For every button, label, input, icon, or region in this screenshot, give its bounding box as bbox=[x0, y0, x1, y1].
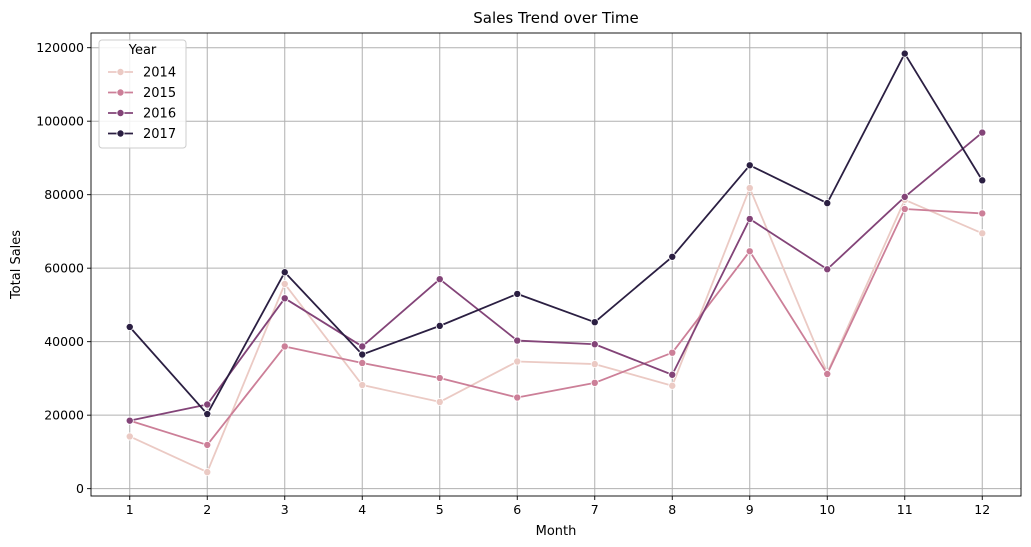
chart-title: Sales Trend over Time bbox=[473, 9, 638, 27]
data-point-2016 bbox=[823, 265, 832, 274]
legend-marker-2014 bbox=[116, 68, 125, 77]
legend-box bbox=[98, 39, 187, 149]
legend-marker-2017 bbox=[116, 129, 125, 138]
legend-label-2016: 2016 bbox=[143, 107, 176, 122]
y-tick-label: 20000 bbox=[44, 408, 84, 423]
y-tick-label: 80000 bbox=[44, 187, 84, 202]
data-point-2015 bbox=[358, 358, 367, 367]
x-tick-label: 7 bbox=[591, 502, 599, 517]
data-point-2017 bbox=[280, 268, 289, 277]
y-tick-label: 60000 bbox=[44, 261, 84, 276]
legend: Year 2014 2015 2016 2017 bbox=[98, 39, 187, 149]
data-point-2016 bbox=[125, 416, 134, 425]
data-point-2017 bbox=[358, 350, 367, 359]
y-tick-label: 40000 bbox=[44, 334, 84, 349]
series-line-2016 bbox=[129, 131, 983, 422]
x-tick-label: 12 bbox=[974, 502, 990, 517]
legend-marker-2015 bbox=[116, 88, 125, 97]
legend-label-2017: 2017 bbox=[143, 127, 176, 142]
data-point-2016 bbox=[668, 370, 677, 379]
y-axis-label: Total Sales bbox=[9, 230, 24, 300]
data-point-2017 bbox=[125, 322, 134, 331]
data-point-2017 bbox=[435, 321, 444, 330]
x-tick-label: 6 bbox=[513, 502, 521, 517]
data-point-2017 bbox=[513, 289, 522, 298]
x-tick-label: 5 bbox=[436, 502, 444, 517]
plot-frame bbox=[90, 32, 1022, 497]
data-point-2014 bbox=[435, 397, 444, 406]
data-point-2014 bbox=[590, 360, 599, 369]
data-point-2016 bbox=[358, 342, 367, 351]
data-point-2014 bbox=[978, 229, 987, 238]
data-point-2015 bbox=[668, 348, 677, 357]
x-tick-label: 1 bbox=[126, 502, 134, 517]
axis-ticks: 1 2 3 4 5 6 7 8 9 10 11 120200004000060000800001000… bbox=[36, 40, 990, 517]
data-point-2014 bbox=[745, 184, 754, 193]
x-tick-label: 3 bbox=[281, 502, 289, 517]
data-point-2015 bbox=[203, 440, 212, 449]
legend-marker-2016 bbox=[116, 109, 125, 118]
data-point-2016 bbox=[280, 294, 289, 303]
data-point-2014 bbox=[668, 381, 677, 390]
data-point-2014 bbox=[513, 357, 522, 366]
y-tick-label: 100000 bbox=[36, 114, 84, 129]
data-point-2017 bbox=[668, 252, 677, 261]
series-line-2015 bbox=[129, 208, 983, 446]
data-point-2016 bbox=[435, 275, 444, 284]
x-tick-label: 4 bbox=[358, 502, 366, 517]
x-tick-label: 11 bbox=[897, 502, 913, 517]
data-point-2015 bbox=[590, 378, 599, 387]
data-point-2016 bbox=[203, 400, 212, 409]
y-tick-label: 120000 bbox=[36, 40, 84, 55]
data-point-2016 bbox=[513, 336, 522, 345]
data-point-2017 bbox=[978, 176, 987, 185]
legend-label-2015: 2015 bbox=[143, 86, 176, 101]
data-point-2017 bbox=[900, 49, 909, 58]
data-point-2015 bbox=[978, 209, 987, 218]
data-point-2017 bbox=[823, 199, 832, 208]
data-point-2015 bbox=[823, 370, 832, 379]
data-point-2014 bbox=[125, 432, 134, 441]
data-point-2014 bbox=[203, 468, 212, 477]
data-point-2016 bbox=[978, 128, 987, 137]
data-point-2017 bbox=[590, 318, 599, 327]
data-point-2016 bbox=[900, 192, 909, 201]
data-point-2014 bbox=[280, 279, 289, 288]
x-tick-label: 10 bbox=[819, 502, 835, 517]
y-tick-label: 0 bbox=[76, 481, 84, 496]
data-point-2015 bbox=[513, 393, 522, 402]
legend-title: Year bbox=[128, 43, 157, 58]
x-axis-label: Month bbox=[536, 524, 577, 539]
data-point-2016 bbox=[745, 214, 754, 223]
data-point-2014 bbox=[358, 381, 367, 390]
series-line-2017 bbox=[129, 52, 984, 415]
data-point-2017 bbox=[203, 410, 212, 419]
data-point-2016 bbox=[590, 340, 599, 349]
x-tick-label: 2 bbox=[203, 502, 211, 517]
x-tick-label: 9 bbox=[746, 502, 754, 517]
x-tick-label: 8 bbox=[668, 502, 676, 517]
series-lines bbox=[125, 49, 987, 477]
data-point-2015 bbox=[435, 374, 444, 383]
data-point-2015 bbox=[900, 205, 909, 214]
data-point-2015 bbox=[280, 342, 289, 351]
data-point-2015 bbox=[745, 247, 754, 256]
legend-label-2014: 2014 bbox=[143, 66, 176, 81]
data-point-2017 bbox=[745, 161, 754, 170]
